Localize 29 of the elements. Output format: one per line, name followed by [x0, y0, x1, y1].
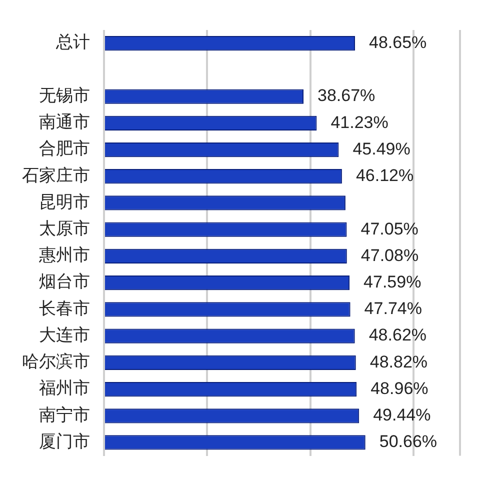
y-tick-label: 福州市	[39, 378, 90, 399]
data-label: 47.74%	[364, 299, 422, 318]
data-label: 48.96%	[370, 378, 428, 398]
data-label: 48.65%	[369, 32, 427, 52]
y-tick-label: 厦门市	[39, 432, 90, 452]
y-tick-label: 长春市	[39, 298, 90, 319]
data-label: 47.08%	[360, 246, 419, 265]
data-label: 47.59%	[364, 272, 422, 292]
y-tick-label: 哈尔滨市	[22, 352, 90, 372]
data-label: 41.23%	[330, 112, 388, 132]
y-tick-label: 惠州市	[38, 246, 90, 266]
y-tick-label: 南通市	[39, 112, 90, 133]
data-label: 38.67%	[318, 86, 376, 106]
y-tick-label: 烟台市	[39, 272, 90, 292]
data-label: 49.44%	[373, 406, 431, 425]
y-tick-label: 南宁市	[39, 405, 90, 426]
y-tick-label: 总计	[55, 32, 90, 53]
data-label: 48.82%	[370, 352, 428, 372]
y-tick-label: 无锡市	[39, 86, 90, 106]
data-label: 45.49%	[352, 139, 410, 158]
data-label: 47.05%	[360, 219, 418, 238]
y-tick-label: 石家庄市	[22, 166, 90, 186]
y-tick-label: 合肥市	[39, 139, 90, 160]
y-tick-label: 昆明市	[39, 192, 90, 212]
data-label: 48.62%	[368, 326, 427, 345]
y-tick-label: 太原市	[39, 219, 90, 240]
data-label: 50.66%	[379, 432, 438, 452]
data-label: 46.12%	[356, 166, 414, 186]
y-tick-label: 大连市	[39, 325, 90, 346]
